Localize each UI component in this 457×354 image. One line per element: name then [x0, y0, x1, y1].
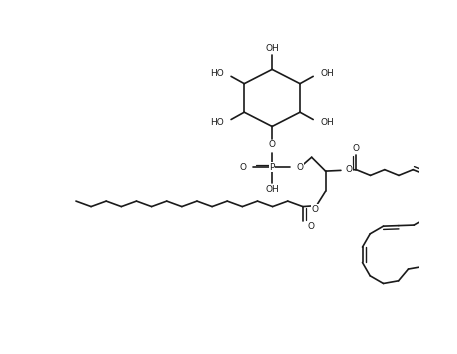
Text: O: O: [308, 222, 315, 231]
Text: O: O: [311, 205, 318, 214]
Text: O: O: [345, 165, 352, 174]
Text: O: O: [353, 144, 360, 153]
Text: OH: OH: [265, 184, 279, 194]
Text: O: O: [239, 163, 246, 172]
Text: P: P: [270, 163, 275, 172]
Text: OH: OH: [320, 69, 334, 78]
Text: HO: HO: [210, 69, 224, 78]
Text: OH: OH: [265, 44, 279, 53]
Text: O: O: [297, 163, 303, 172]
Text: O: O: [269, 140, 276, 149]
Text: HO: HO: [210, 118, 224, 127]
Text: OH: OH: [320, 118, 334, 127]
